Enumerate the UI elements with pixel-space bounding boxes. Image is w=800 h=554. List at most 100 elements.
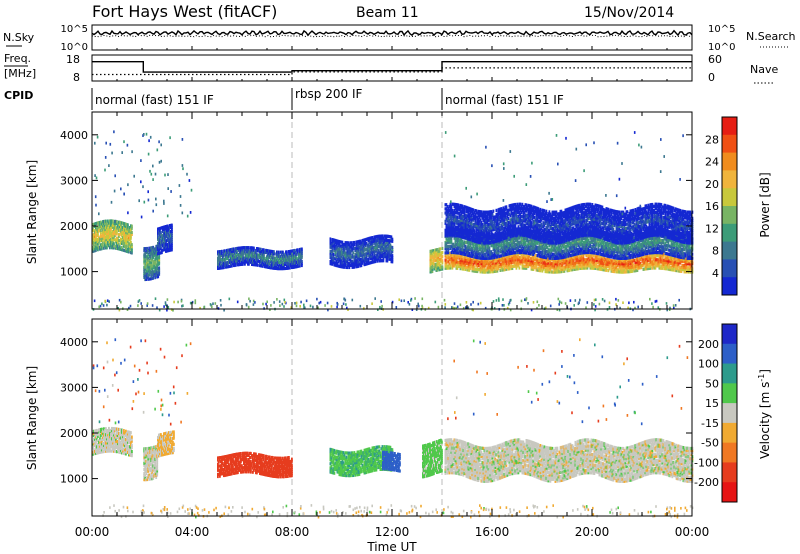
data-cell [144,263,147,267]
data-cell [278,258,280,262]
data-cell [131,249,133,253]
data-cell [287,254,289,258]
data-cell [274,266,276,270]
data-cell [339,244,342,248]
data-cell [249,250,251,254]
data-cell [329,255,332,259]
data-cell [123,224,125,228]
data-cell [479,260,482,264]
cpid-segment-label: rbsp 200 IF [295,87,362,101]
data-cell [363,254,366,258]
data-cell [93,228,95,233]
data-cell [244,258,246,262]
data-cell [366,249,369,253]
data-cell [451,260,454,264]
data-cell [547,266,550,270]
data-cell [604,268,607,272]
data-cell [345,241,348,245]
data-cell [446,254,449,258]
data-cell [510,266,513,271]
data-cell [460,259,463,263]
data-cell [538,260,541,264]
data-cell [539,258,542,262]
data-cell [332,258,335,262]
data-cell [340,246,343,250]
data-cell [159,233,161,237]
data-cell [120,221,122,225]
data-cell [150,273,153,277]
data-cell [299,256,301,260]
data-cell [556,260,559,264]
data-cell [431,263,434,267]
data-cell [491,259,494,263]
data-cell [96,229,98,234]
data-cell [499,268,502,272]
data-cell [161,236,163,240]
data-cell [130,228,132,232]
data-cell [249,260,251,264]
data-cell [230,256,232,260]
data-cell [284,254,286,258]
data-cell [98,241,100,245]
data-cell [374,259,377,264]
data-cell [530,261,533,265]
data-cell [362,253,365,257]
data-cell [546,261,549,266]
data-cell [220,250,222,254]
data-cell [233,253,235,257]
data-cell [550,262,553,266]
data-cell [293,257,295,261]
data-cell [220,258,222,262]
data-cell [157,246,159,250]
data-cell [603,260,606,264]
data-cell [485,260,488,264]
data-cell [375,243,378,247]
data-cell [252,250,254,254]
data-cell [170,230,172,234]
data-cell [171,227,173,231]
data-cell [504,259,507,263]
data-cell [106,221,108,225]
data-cell [171,225,173,229]
data-cell [384,238,387,242]
data-cell [589,254,592,258]
data-cell [601,257,604,261]
data-cell [247,248,249,252]
data-cell [150,262,153,266]
data-cell [147,257,150,261]
data-cell [130,244,132,248]
data-cell [567,268,570,273]
data-cell [125,226,127,230]
data-cell [600,265,603,269]
data-cell [336,253,339,258]
data-cell [290,251,292,255]
data-cell [168,246,170,250]
data-cell [582,262,585,266]
data-cell [270,260,272,264]
data-cell [623,266,626,270]
data-cell [234,251,236,255]
data-cell [105,240,107,244]
data-cell [297,248,299,252]
data-cell [164,233,166,237]
data-cell [277,252,279,256]
data-cell [150,250,153,254]
data-cell [523,258,526,262]
data-cell [371,242,374,246]
data-cell [524,264,527,268]
data-cell [246,248,248,252]
data-cell [456,254,459,258]
data-cell [254,259,256,263]
data-cell [501,254,504,258]
data-cell [159,226,161,231]
data-cell [598,267,601,271]
data-cell [337,258,340,262]
data-cell [585,262,588,266]
data-cell [102,244,104,248]
data-cell [377,251,380,255]
data-cell [602,264,605,268]
data-cell [597,261,600,265]
data-cell [100,232,102,237]
data-cell [554,262,557,266]
data-cell [299,254,301,258]
